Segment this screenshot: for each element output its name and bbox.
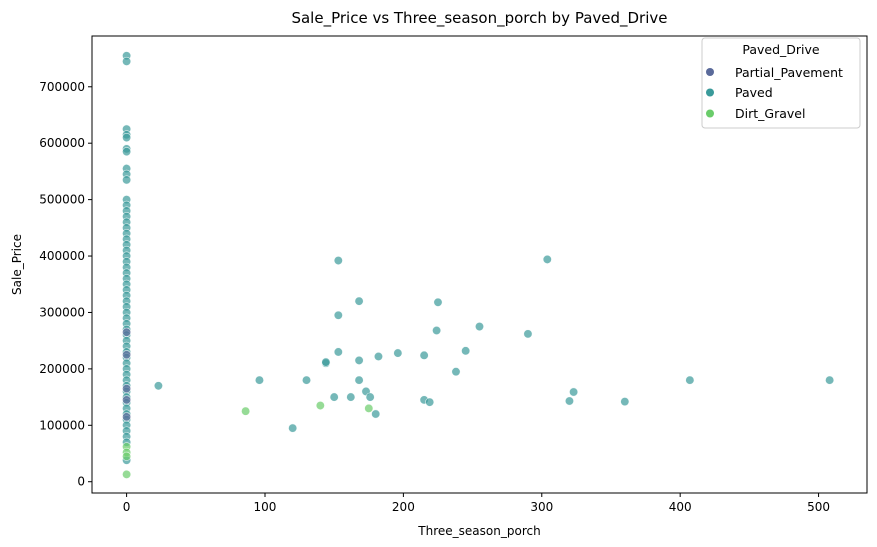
y-tick-label: 100000 bbox=[39, 418, 85, 432]
y-axis-label: Sale_Price bbox=[10, 234, 24, 295]
data-point-dirt-gravel bbox=[315, 401, 325, 411]
data-point-paved bbox=[373, 351, 383, 361]
data-point-paved bbox=[451, 367, 461, 377]
data-point-paved bbox=[153, 381, 163, 391]
points-layer bbox=[122, 51, 835, 479]
data-point-paved bbox=[433, 297, 443, 307]
y-tick-label: 200000 bbox=[39, 362, 85, 376]
data-point-paved bbox=[122, 56, 132, 66]
legend-label-dirt-gravel: Dirt_Gravel bbox=[735, 106, 805, 121]
data-point-paved bbox=[432, 326, 442, 336]
data-point-paved bbox=[365, 392, 375, 402]
x-tick-label: 500 bbox=[807, 500, 830, 514]
y-tick-label: 600000 bbox=[39, 136, 85, 150]
data-point-dirt-gravel bbox=[122, 451, 132, 461]
y-tick-label: 400000 bbox=[39, 249, 85, 263]
data-point-paved bbox=[393, 348, 403, 358]
x-axis-label: Three_season_porch bbox=[417, 524, 540, 538]
data-point-paved bbox=[542, 254, 552, 264]
data-point-paved bbox=[685, 375, 695, 385]
data-point-paved bbox=[333, 347, 343, 357]
x-tick-label: 0 bbox=[123, 500, 131, 514]
data-point-paved bbox=[321, 357, 331, 367]
x-tick-label: 300 bbox=[530, 500, 553, 514]
data-point-paved bbox=[333, 310, 343, 320]
data-point-paved bbox=[122, 147, 132, 157]
data-point-partial-pavement bbox=[122, 350, 132, 360]
legend-marker-dirt-gravel bbox=[706, 109, 714, 118]
data-point-paved bbox=[474, 322, 484, 332]
legend-label-partial-pavement: Partial_Pavement bbox=[735, 65, 843, 80]
y-tick-label: 700000 bbox=[39, 80, 85, 94]
x-tick-label: 200 bbox=[392, 500, 415, 514]
data-point-partial-pavement bbox=[122, 412, 132, 422]
data-point-partial-pavement bbox=[122, 384, 132, 394]
data-point-paved bbox=[354, 355, 364, 365]
data-point-dirt-gravel bbox=[364, 403, 374, 413]
chart-title: Sale_Price vs Three_season_porch by Pave… bbox=[291, 9, 667, 28]
data-point-paved bbox=[564, 396, 574, 406]
y-axis: 0 100000 200000 300000 400000 500000 600000 700… bbox=[39, 80, 92, 489]
legend-label-paved: Paved bbox=[735, 85, 773, 100]
data-point-paved bbox=[371, 409, 381, 419]
data-point-paved bbox=[425, 397, 435, 407]
data-point-partial-pavement bbox=[122, 395, 132, 405]
data-point-paved bbox=[333, 256, 343, 266]
data-point-paved bbox=[122, 133, 132, 143]
data-point-paved bbox=[419, 350, 429, 360]
data-point-paved bbox=[288, 423, 298, 433]
data-point-paved bbox=[346, 392, 356, 402]
data-point-paved bbox=[329, 392, 339, 402]
x-tick-label: 100 bbox=[254, 500, 277, 514]
x-tick-label: 400 bbox=[669, 500, 692, 514]
data-point-partial-pavement bbox=[122, 327, 132, 337]
data-point-paved bbox=[254, 375, 264, 385]
y-tick-label: 0 bbox=[77, 475, 85, 489]
legend-box bbox=[701, 37, 861, 129]
data-point-paved bbox=[302, 375, 312, 385]
data-point-paved bbox=[523, 329, 533, 339]
y-tick-label: 500000 bbox=[39, 193, 85, 207]
data-point-paved bbox=[569, 387, 579, 397]
data-point-paved bbox=[461, 346, 471, 356]
legend-marker-paved bbox=[706, 88, 714, 97]
legend: Paved_Drive Partial_Pavement Paved Dirt_… bbox=[701, 37, 861, 129]
x-axis: 0 100 200 300 400 500 bbox=[123, 493, 830, 514]
data-point-paved bbox=[354, 296, 364, 306]
data-point-paved bbox=[620, 397, 630, 407]
data-point-paved bbox=[354, 375, 364, 385]
data-point-paved bbox=[825, 375, 835, 385]
data-point-dirt-gravel bbox=[241, 406, 251, 416]
data-point-dirt-gravel bbox=[122, 469, 132, 479]
data-point-paved bbox=[122, 175, 132, 185]
plot-frame bbox=[91, 35, 868, 494]
legend-title: Paved_Drive bbox=[742, 42, 820, 57]
y-tick-label: 300000 bbox=[39, 305, 85, 319]
legend-marker-partial-pavement bbox=[706, 68, 714, 76]
